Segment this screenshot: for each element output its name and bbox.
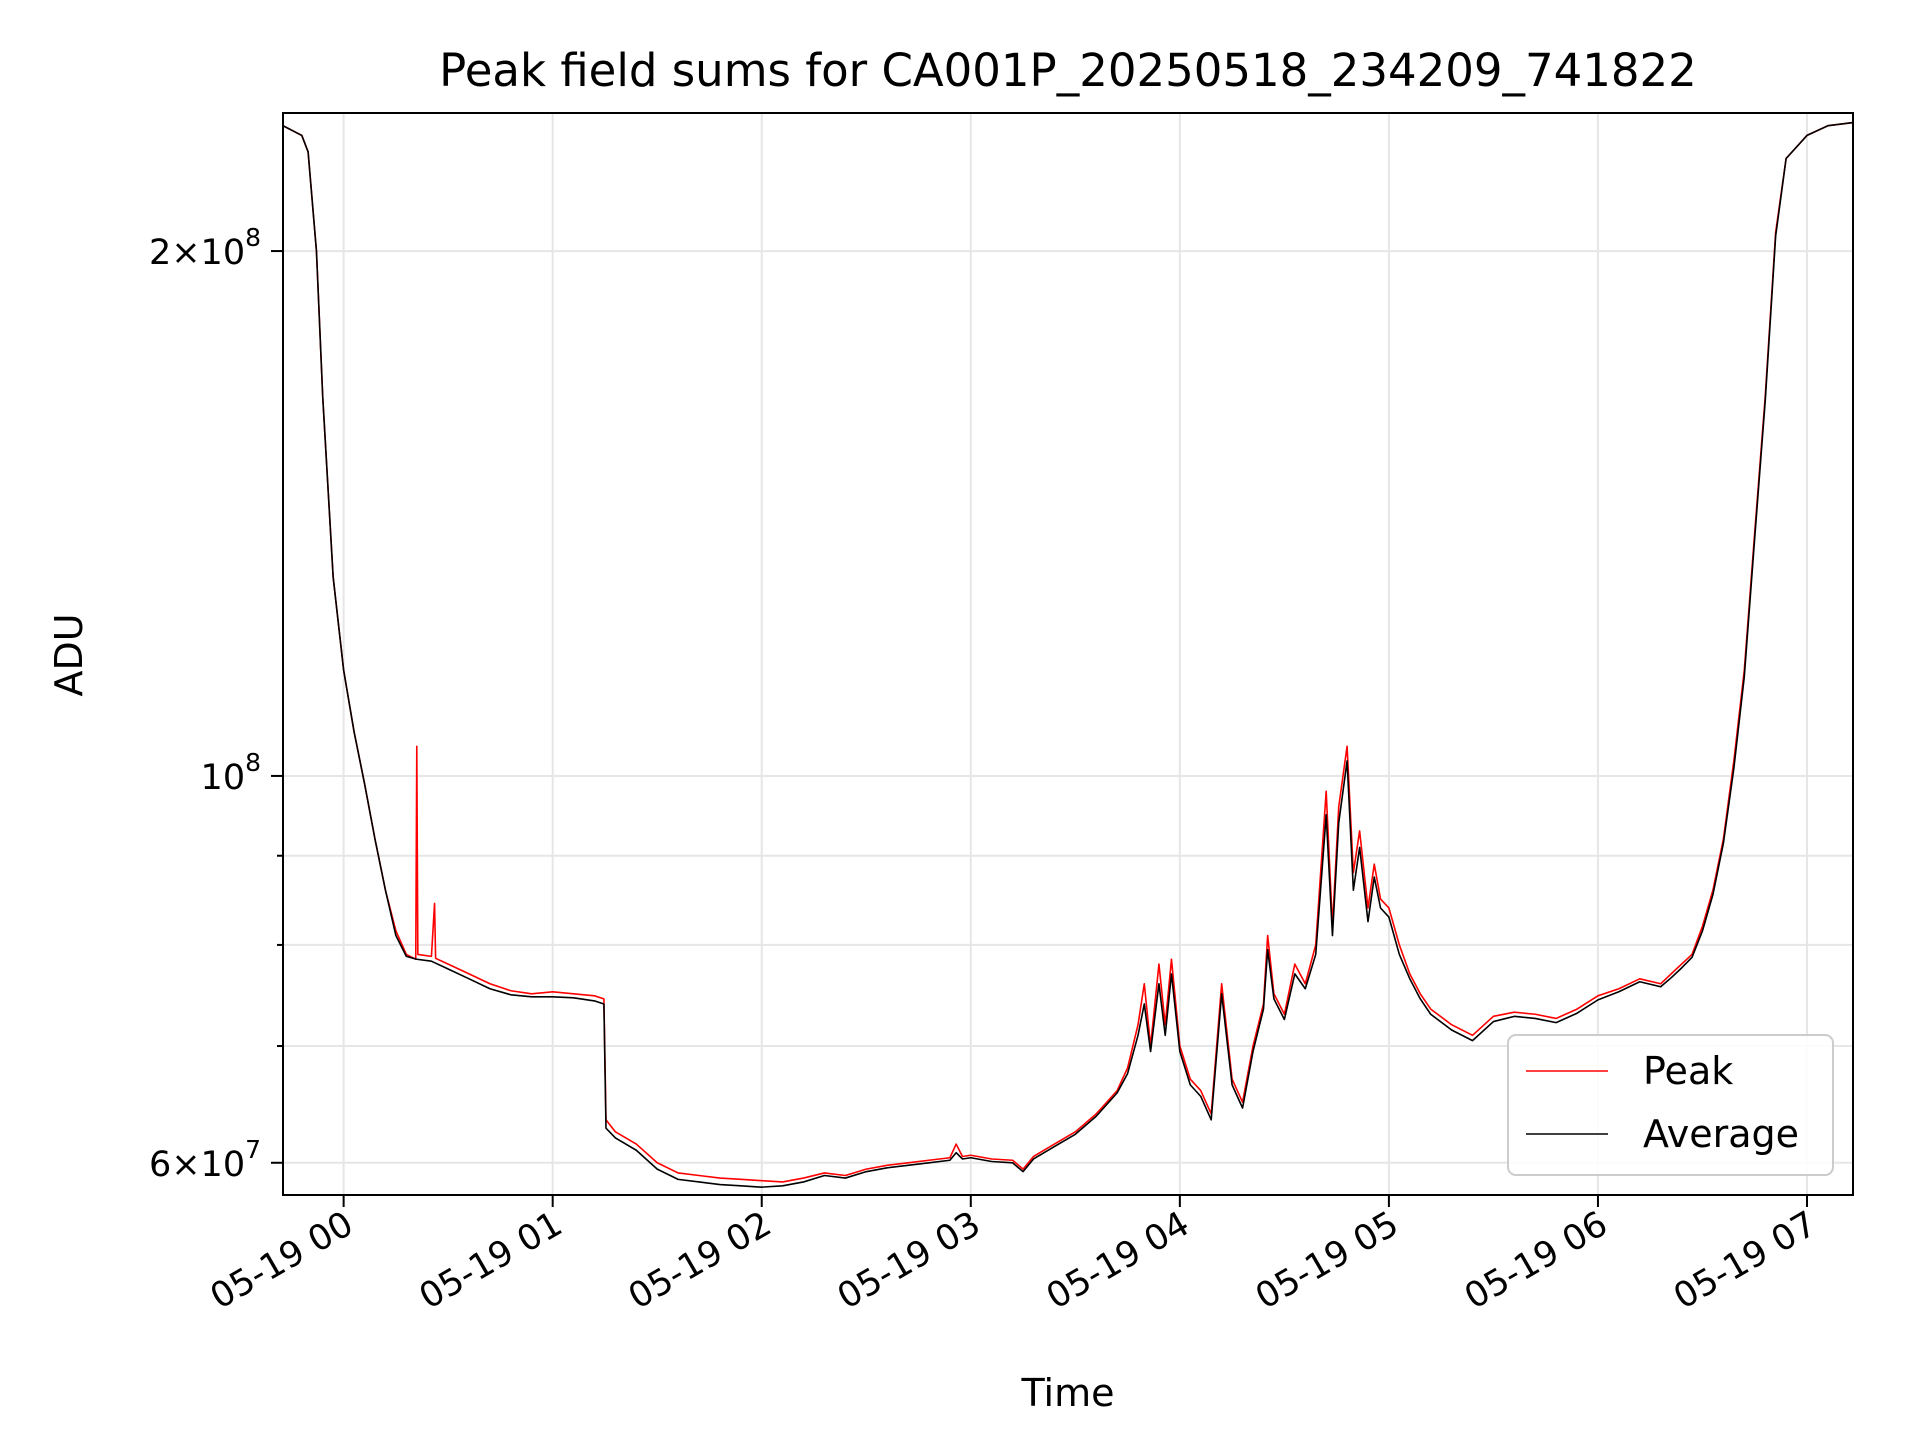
y-axis-ticks: 6×107 108 2×108 bbox=[149, 223, 283, 1185]
legend-box bbox=[1507, 1034, 1834, 1176]
y-tick-label: 2×108 bbox=[149, 223, 261, 273]
y-tick-label: 108 bbox=[201, 748, 261, 798]
chart-title: Peak field sums for CA001P_20250518_2342… bbox=[439, 44, 1697, 97]
series-average-line bbox=[282, 121, 1854, 1188]
legend-label-average: Average bbox=[1643, 1112, 1799, 1156]
legend-label-peak: Peak bbox=[1643, 1049, 1733, 1093]
series-lines bbox=[282, 121, 1854, 1188]
grid-lines bbox=[283, 113, 1853, 1195]
x-axis-label: Time bbox=[1021, 1371, 1115, 1415]
series-peak-line bbox=[282, 121, 1854, 1183]
plot-frame bbox=[282, 112, 1854, 1196]
y-tick-label: 6×107 bbox=[149, 1135, 261, 1185]
y-axis-label: ADU bbox=[47, 613, 91, 696]
legend: Peak Average bbox=[1507, 1034, 1834, 1176]
